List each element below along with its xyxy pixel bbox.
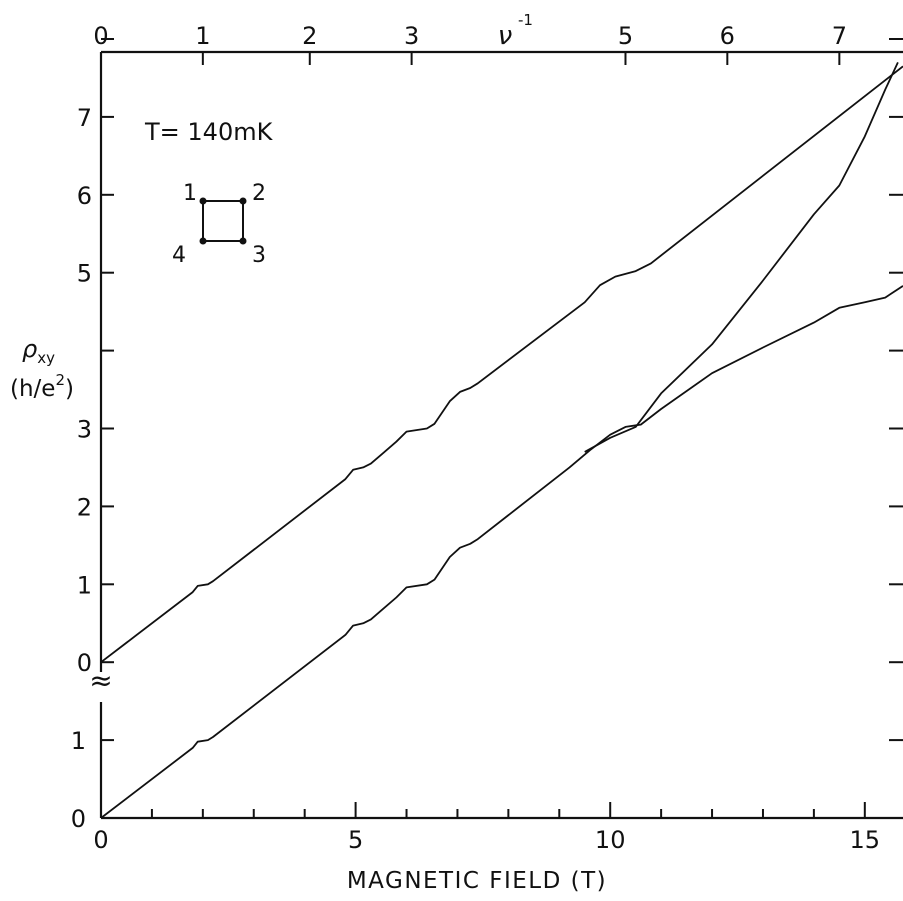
sample-square (202, 200, 244, 242)
x-tick-label: 0 (93, 826, 108, 854)
y-axis-label-units: (h/e2) (10, 371, 74, 402)
y-tick-label: 1 (71, 727, 86, 755)
y-axis-label-symbol: ρxy (22, 335, 55, 367)
top-tick-label: 2 (302, 22, 317, 50)
top-tick-label: 5 (618, 22, 633, 50)
curve-3 (584, 62, 899, 453)
top-tick-label: 3 (404, 22, 419, 50)
contact-2-dot (239, 197, 247, 205)
contact-label-3: 3 (252, 243, 266, 268)
top-axis-label: ν -1 (498, 11, 533, 51)
top-tick-label: 1 (195, 22, 210, 50)
top-tick-label: 6 (720, 22, 735, 50)
x-tick-label: 15 (850, 826, 881, 854)
data-curves (100, 62, 903, 819)
tick-marks (100, 38, 903, 819)
curve-1 (100, 65, 903, 663)
y-tick-label: 0 (77, 649, 92, 677)
contact-label-1: 1 (183, 181, 197, 206)
y-tick-label: 2 (77, 493, 92, 521)
contact-3-dot (239, 237, 247, 245)
x-tick-labels: 0 5 10 15 (93, 826, 880, 854)
y-axis-label: ρxy (h/e2) (10, 335, 74, 402)
contact-4-dot (199, 237, 207, 245)
y-tick-label: 0 (71, 805, 86, 833)
contact-label-2: 2 (252, 181, 266, 206)
y-tick-label: 6 (77, 182, 92, 210)
contact-diagram: 1 2 3 4 (172, 181, 266, 268)
curve-2 (100, 285, 903, 819)
y-tick-label: 5 (77, 260, 92, 288)
x-tick-label: 5 (348, 826, 363, 854)
plot-frame (99, 50, 903, 820)
top-axis-label-exponent: -1 (518, 11, 533, 29)
y-tick-label: 1 (77, 571, 92, 599)
x-tick-label: 10 (595, 826, 626, 854)
axis-break-symbol: ≈ (89, 664, 112, 697)
y-tick-labels: 0 1 0 1 2 3 5 6 7 (71, 104, 92, 833)
top-tick-label: 0 (93, 22, 108, 50)
contact-1-dot (199, 197, 207, 205)
x-axis-label: MAGNETIC FIELD (T) (347, 868, 607, 894)
top-tick-label: 7 (832, 22, 847, 50)
top-axis-label-symbol: ν (498, 21, 513, 51)
y-tick-label: 7 (77, 104, 92, 132)
y-tick-label: 3 (77, 416, 92, 444)
temperature-annotation: T= 140mK (144, 118, 274, 146)
contact-label-4: 4 (172, 243, 186, 268)
top-tick-labels: 0 1 2 3 5 6 7 (93, 22, 847, 50)
